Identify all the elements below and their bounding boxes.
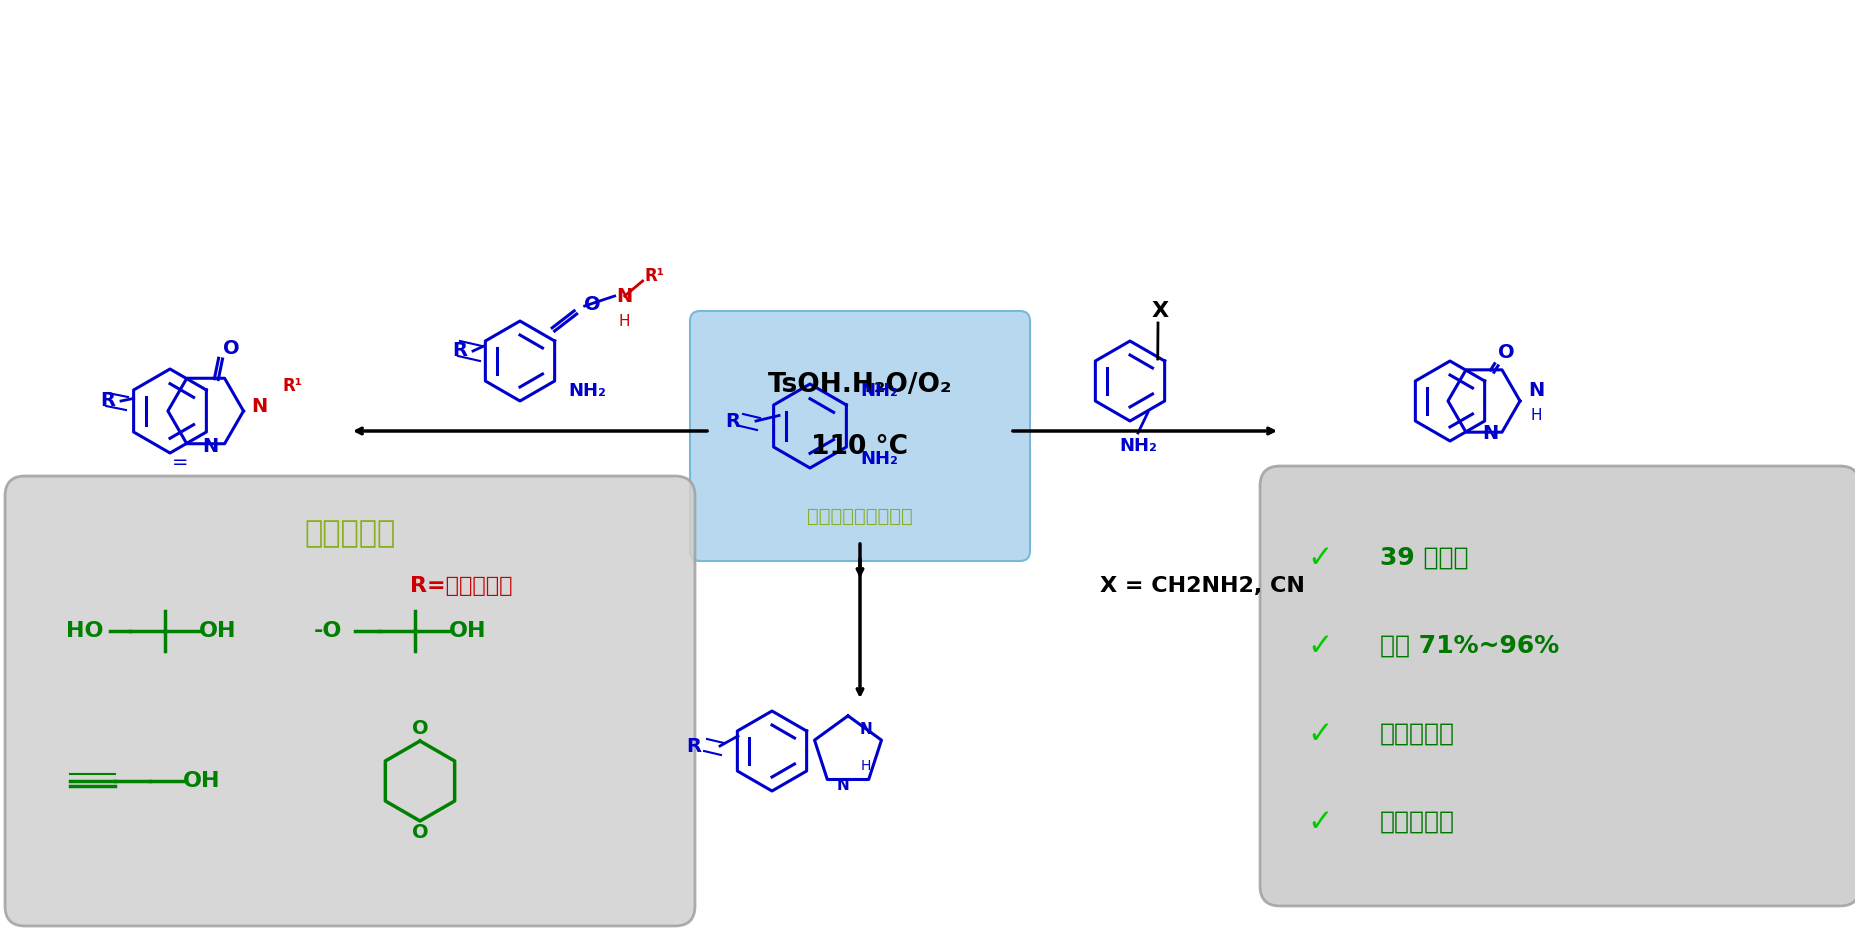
Text: 產物多樣性: 產物多樣性 <box>1380 810 1454 834</box>
Text: O: O <box>584 294 601 314</box>
Text: NH₂: NH₂ <box>568 382 607 400</box>
Text: N: N <box>616 287 633 305</box>
Text: OH: OH <box>449 621 486 641</box>
Text: X = CH2NH2, CN: X = CH2NH2, CN <box>1100 576 1304 596</box>
Text: 綠色氧化劑: 綠色氧化劑 <box>1380 722 1454 746</box>
Text: NH₂: NH₂ <box>861 382 898 399</box>
Text: O: O <box>412 720 429 738</box>
Text: R: R <box>100 392 115 411</box>
Text: NH₂: NH₂ <box>1119 437 1158 455</box>
Text: N: N <box>859 722 872 736</box>
Text: ✓: ✓ <box>1308 720 1332 749</box>
Text: ✓: ✓ <box>1308 544 1332 573</box>
Text: ✓: ✓ <box>1308 807 1332 836</box>
FancyBboxPatch shape <box>6 476 696 926</box>
Text: TsOH.H₂O/O₂: TsOH.H₂O/O₂ <box>768 372 952 398</box>
Text: H: H <box>620 314 631 329</box>
Text: R¹: R¹ <box>282 377 302 395</box>
Text: OH: OH <box>198 621 237 641</box>
Text: -O: -O <box>313 621 341 641</box>
Text: N: N <box>252 397 267 415</box>
Text: R: R <box>686 736 701 755</box>
Text: 產率 71%~96%: 產率 71%~96% <box>1380 634 1560 658</box>
Text: R¹: R¹ <box>646 267 664 285</box>
Text: H: H <box>1530 409 1542 424</box>
Text: O: O <box>412 824 429 843</box>
Text: N: N <box>1529 382 1543 400</box>
Text: ✓: ✓ <box>1308 631 1332 660</box>
Text: N: N <box>837 778 850 793</box>
Text: X: X <box>1152 301 1169 321</box>
Text: H: H <box>861 759 872 773</box>
FancyBboxPatch shape <box>1260 466 1855 906</box>
Text: NH₂: NH₂ <box>861 451 898 468</box>
Text: R: R <box>453 342 467 360</box>
Text: N: N <box>1482 425 1499 443</box>
Text: N: N <box>202 438 219 456</box>
Text: R: R <box>725 412 740 430</box>
Text: 溶劑作為次甲基來源: 溶劑作為次甲基來源 <box>807 507 913 526</box>
Text: OH: OH <box>184 771 221 791</box>
Text: =: = <box>173 453 187 473</box>
Text: O: O <box>223 340 239 358</box>
Text: HO: HO <box>67 621 104 641</box>
Text: O: O <box>1497 344 1514 362</box>
Text: 110 °C: 110 °C <box>811 435 909 461</box>
Text: 39 個例子: 39 個例子 <box>1380 546 1469 570</box>
FancyBboxPatch shape <box>690 311 1030 561</box>
Text: 次甲基來源: 次甲基來源 <box>304 519 395 548</box>
Text: R=芳基，烷基: R=芳基，烷基 <box>410 576 512 596</box>
